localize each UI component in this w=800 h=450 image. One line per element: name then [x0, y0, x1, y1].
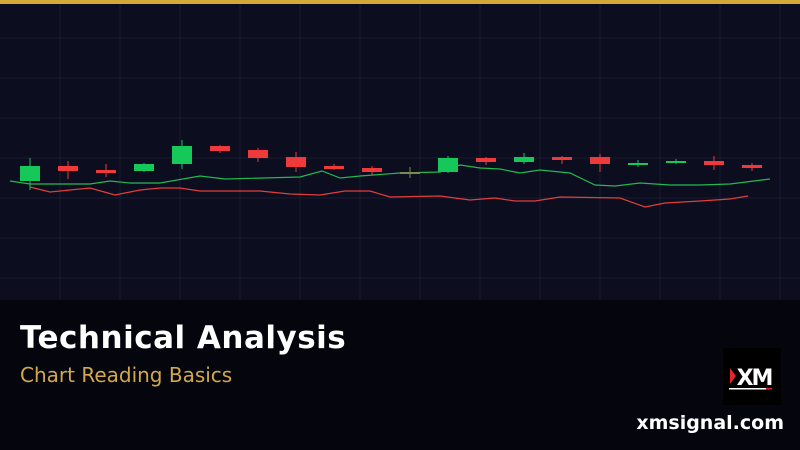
page-title: Technical Analysis	[20, 320, 347, 356]
candle-body	[134, 164, 154, 171]
svg-text:XM: XM	[737, 366, 772, 391]
candlestick-chart	[0, 4, 800, 300]
candle-body	[248, 150, 268, 158]
slow-ma-line	[29, 186, 749, 208]
accent-bar	[0, 0, 800, 4]
candle-body	[704, 161, 724, 165]
website-url: xmsignal.com	[636, 412, 784, 434]
candle-body	[210, 146, 230, 151]
candle-body	[666, 161, 686, 163]
candle-body	[58, 166, 78, 171]
candle-body	[552, 157, 572, 160]
candle-body	[438, 158, 458, 172]
candle-body	[514, 157, 534, 162]
candle-body	[628, 163, 648, 165]
candle-body	[324, 166, 344, 169]
candle-body	[742, 165, 762, 168]
candle-body	[590, 157, 610, 164]
candle-body	[20, 166, 40, 181]
candle-body	[362, 168, 382, 172]
xm-logo: XM	[723, 348, 781, 405]
banner-footer	[0, 300, 800, 450]
candle-body	[476, 158, 496, 162]
candle-body	[96, 170, 116, 173]
chart-svg	[0, 4, 800, 300]
page-subtitle: Chart Reading Basics	[20, 363, 233, 387]
candle-body	[286, 157, 306, 167]
candle-body	[172, 146, 192, 164]
candle-body	[400, 172, 420, 174]
xm-logo-icon: XM	[729, 366, 774, 391]
fast-ma-line	[9, 164, 771, 187]
